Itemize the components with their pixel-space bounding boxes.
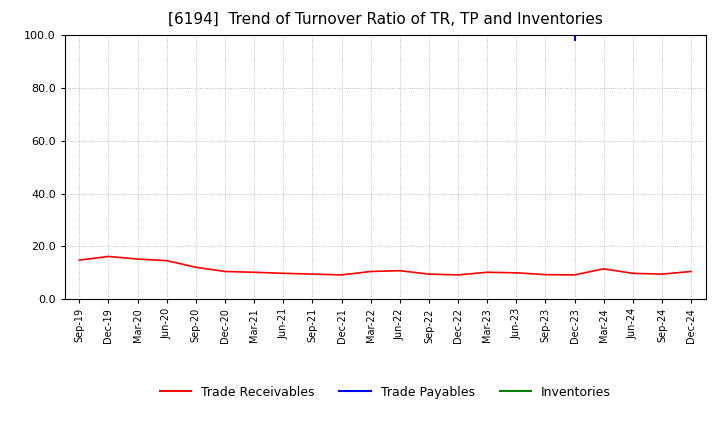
Trade Receivables bbox=[395, 268, 404, 273]
Trade Receivables bbox=[133, 257, 142, 262]
Trade Receivables bbox=[192, 264, 200, 270]
Trade Receivables bbox=[279, 271, 287, 276]
Trade Receivables bbox=[250, 270, 258, 275]
Trade Receivables bbox=[308, 271, 317, 277]
Title: [6194]  Trend of Turnover Ratio of TR, TP and Inventories: [6194] Trend of Turnover Ratio of TR, TP… bbox=[168, 12, 603, 27]
Trade Receivables bbox=[454, 272, 462, 278]
Trade Receivables bbox=[75, 257, 84, 263]
Trade Receivables bbox=[220, 269, 229, 274]
Trade Receivables bbox=[599, 266, 608, 271]
Trade Receivables bbox=[337, 272, 346, 278]
Trade Receivables bbox=[163, 258, 171, 263]
Trade Receivables bbox=[541, 272, 550, 277]
Trade Receivables bbox=[629, 271, 637, 276]
Trade Receivables bbox=[657, 271, 666, 277]
Trade Receivables bbox=[512, 270, 521, 275]
Trade Receivables bbox=[570, 272, 579, 278]
Trade Receivables bbox=[104, 254, 113, 259]
Trade Receivables bbox=[483, 270, 492, 275]
Line: Trade Receivables: Trade Receivables bbox=[79, 257, 691, 275]
Legend: Trade Receivables, Trade Payables, Inventories: Trade Receivables, Trade Payables, Inven… bbox=[155, 381, 616, 404]
Trade Receivables bbox=[366, 269, 375, 274]
Trade Receivables bbox=[687, 269, 696, 274]
Trade Receivables bbox=[425, 271, 433, 277]
